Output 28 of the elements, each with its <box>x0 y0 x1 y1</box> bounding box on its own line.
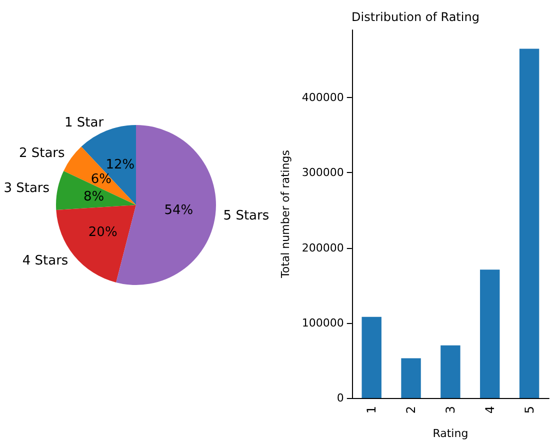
bar <box>362 316 382 398</box>
x-tick-label: 2 <box>404 406 418 414</box>
slice-label: 3 Stars <box>4 181 50 196</box>
y-tick-label: 200000 <box>302 241 344 254</box>
y-axis-title: Total number of ratings <box>279 150 292 280</box>
bar <box>519 48 540 398</box>
x-axis-title: Rating <box>432 427 468 440</box>
bar <box>440 345 460 398</box>
data-label: 8% <box>83 189 104 204</box>
x-tick-label: 4 <box>482 406 497 414</box>
slice-label: 2 Stars <box>18 146 66 161</box>
slice-label: 4 Stars <box>22 254 68 269</box>
bar <box>401 358 421 398</box>
x-tick-label: 5 <box>522 406 536 414</box>
y-tick-label: 0 <box>336 392 344 404</box>
data-label: 6% <box>90 172 112 188</box>
y-tick-label: 400000 <box>302 91 344 104</box>
x-tick-label: 3 <box>443 406 458 414</box>
slice-label: 1 Star <box>64 116 104 131</box>
x-tick-label: 1 <box>364 406 379 414</box>
slice-label: 5 Stars <box>223 208 270 224</box>
data-label: 20% <box>88 224 118 240</box>
y-tick-label: 300000 <box>302 166 344 180</box>
bar <box>480 270 500 398</box>
y-tick-label: 100000 <box>302 316 344 330</box>
chart-title: Distribution of Rating <box>352 10 480 24</box>
data-label: 54% <box>164 202 194 218</box>
data-label: 12% <box>106 158 135 173</box>
